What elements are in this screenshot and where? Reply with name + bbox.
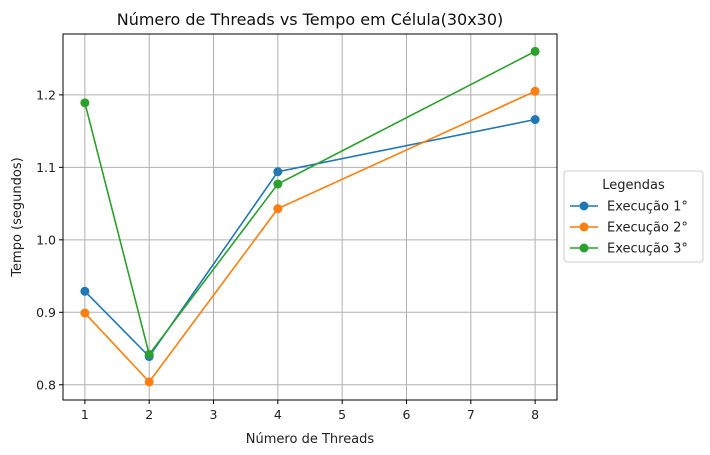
x-tick-label: 4 <box>274 407 282 422</box>
x-tick-label: 5 <box>338 407 346 422</box>
legend-items: Execução 1° Execução 2° Execução 3° <box>570 200 688 257</box>
legend-frame <box>563 170 704 263</box>
legend-swatch-marker <box>579 222 589 232</box>
y-axis-ticks: 0.8 0.9 1.0 1.1 1.2 <box>36 87 63 392</box>
x-tick-label: 1 <box>81 407 89 422</box>
data-point <box>273 167 283 177</box>
chart-title: Número de Threads vs Tempo em Célula(30x… <box>117 10 504 29</box>
series-line <box>84 118 536 358</box>
plot-area-frame <box>62 33 558 401</box>
grid <box>63 34 557 400</box>
legend-item: Execução 3° <box>570 242 688 257</box>
data-point <box>80 286 90 296</box>
data-point <box>530 46 540 56</box>
legend-item: Execução 2° <box>570 221 688 236</box>
x-axis-ticks: 1 2 3 4 5 6 7 8 <box>81 400 539 422</box>
legend: Legendas Execução 1°Execução 2°Execução … <box>563 170 704 263</box>
y-tick-label: 1.2 <box>36 87 56 102</box>
data-point <box>273 204 283 214</box>
series-line <box>84 90 536 384</box>
legend-item: Execução 1° <box>570 200 688 215</box>
y-axis-title: Tempo (segundos) <box>10 157 25 277</box>
x-axis-title: Número de Threads <box>246 432 375 447</box>
data-point <box>273 179 283 189</box>
data-point <box>144 349 154 359</box>
data-point <box>144 377 154 387</box>
y-tick-label: 0.9 <box>36 305 56 320</box>
data-point <box>80 308 90 318</box>
legend-swatch-marker <box>579 201 589 211</box>
legend-title: Legendas <box>602 178 665 193</box>
legend-label: Execução 1° <box>607 200 688 215</box>
x-tick-label: 8 <box>531 407 539 422</box>
legend-swatch-marker <box>579 243 589 253</box>
x-tick-label: 7 <box>467 407 475 422</box>
series-layer <box>80 46 540 387</box>
legend-label: Execução 3° <box>607 242 688 257</box>
legend-label: Execução 2° <box>607 221 688 236</box>
data-point <box>80 98 90 108</box>
series-2 <box>80 86 540 387</box>
data-point <box>530 115 540 125</box>
series-line <box>84 50 536 357</box>
y-tick-label: 0.8 <box>36 377 56 392</box>
x-tick-label: 2 <box>145 407 153 422</box>
y-tick-label: 1.1 <box>36 160 56 175</box>
series-3 <box>80 46 540 359</box>
x-tick-label: 6 <box>403 407 411 422</box>
y-tick-label: 1.0 <box>36 232 56 247</box>
x-tick-label: 3 <box>210 407 218 422</box>
data-point <box>530 86 540 96</box>
